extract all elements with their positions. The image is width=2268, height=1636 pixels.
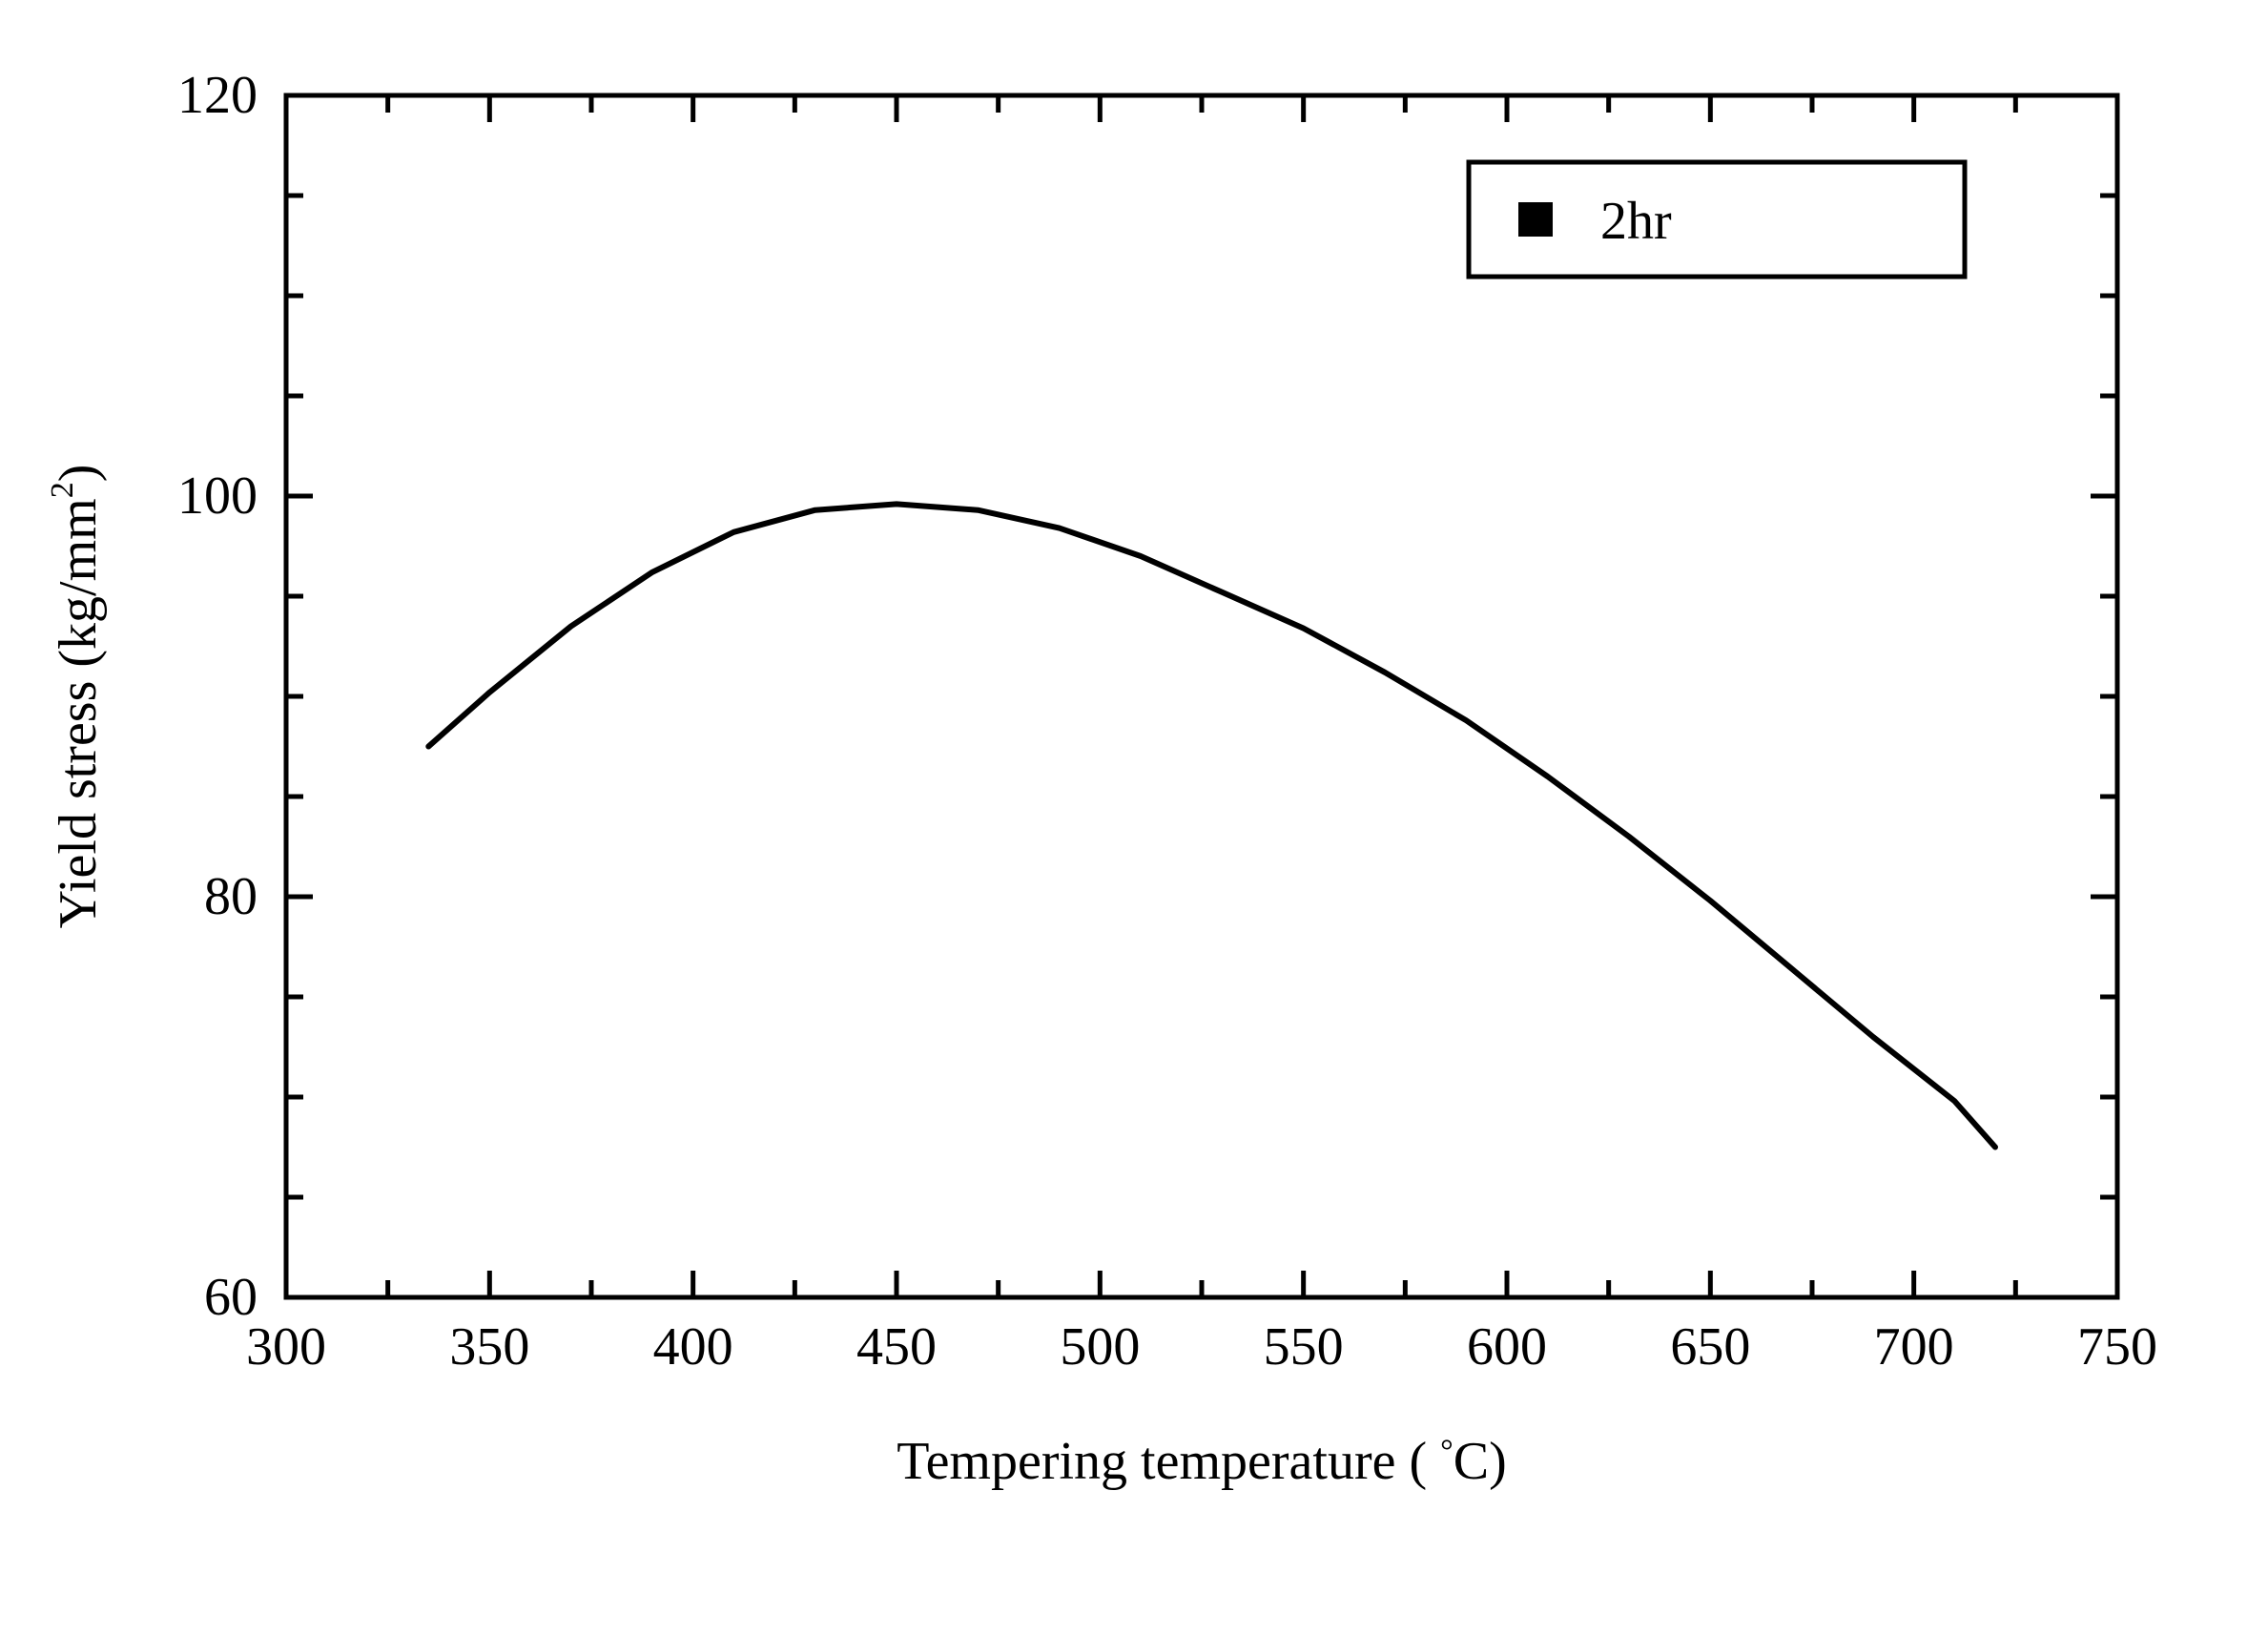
y-tick-label: 80 [204, 867, 258, 926]
x-tick-label: 500 [1060, 1317, 1140, 1377]
y-axis-label: Yield stress (kg/mm2) [45, 465, 108, 929]
y-tick-label: 100 [177, 466, 258, 526]
y-tick-label: 120 [177, 66, 258, 125]
x-tick-label: 550 [1264, 1317, 1344, 1377]
x-tick-label: 300 [246, 1317, 326, 1377]
x-tick-label: 600 [1467, 1317, 1547, 1377]
x-tick-label: 350 [449, 1317, 529, 1377]
x-tick-label: 400 [653, 1317, 733, 1377]
chart-container: 300 350 400 450 500 550 600 650 700 750 60 80 100 120… [0, 0, 2268, 1636]
x-tick-label: 700 [1874, 1317, 1954, 1377]
chart-svg: 300 350 400 450 500 550 600 650 700 750 60 80 100 120… [0, 0, 2268, 1636]
x-tick-label: 450 [856, 1317, 937, 1377]
legend-marker-icon [1518, 202, 1553, 237]
x-tick-label: 750 [2077, 1317, 2157, 1377]
legend-label: 2hr [1600, 192, 1672, 251]
y-axis-label-group: Yield stress (kg/mm2) [45, 465, 108, 929]
x-tick-label: 650 [1670, 1317, 1750, 1377]
y-tick-label: 60 [204, 1268, 258, 1327]
x-axis-label: Tempering temperature ( °C) [897, 1432, 1506, 1491]
